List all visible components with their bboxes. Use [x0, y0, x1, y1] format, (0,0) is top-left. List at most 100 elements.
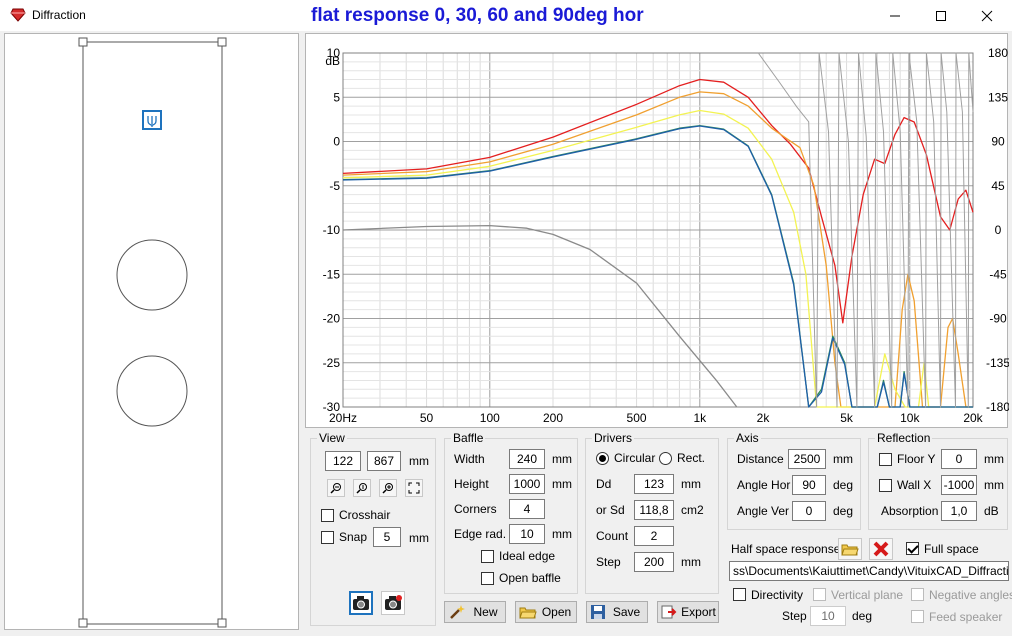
wall-input[interactable]: -1000 [941, 475, 977, 495]
negative-angles-label: Negative angles [929, 588, 1012, 602]
vertical-plane-label: Vertical plane [831, 588, 904, 602]
zoom-fit-button[interactable] [353, 479, 371, 497]
response-chart-panel[interactable]: 20Hz 50 100 200 500 1k 2k 5k 10k 20k 10 5 0 -5 -10 -15-… [305, 33, 1010, 428]
baffle-group-title: Baffle [451, 431, 486, 445]
floor-checkbox[interactable] [879, 453, 892, 466]
minimize-button[interactable] [872, 0, 918, 31]
fit-all-button[interactable] [405, 479, 423, 497]
x-tick-label: 1k [693, 411, 707, 425]
x-tick-label: 50 [420, 411, 434, 425]
driver-circle[interactable] [116, 355, 188, 427]
ideal-edge-checkbox[interactable] [481, 550, 494, 563]
magic-wand-icon [450, 605, 465, 619]
expand-icon [408, 482, 420, 494]
distance-input[interactable]: 2500 [788, 449, 826, 469]
negative-angles-checkbox[interactable] [911, 588, 924, 601]
resize-handle[interactable] [78, 37, 88, 47]
count-input[interactable]: 2 [634, 526, 674, 546]
rect-radio[interactable] [659, 452, 672, 465]
y2-tick-label: 90 [991, 135, 1005, 149]
baffle-outline [82, 41, 223, 625]
snap-checkbox[interactable] [321, 531, 334, 544]
window-title: Diffraction [32, 8, 86, 22]
zoom-out-icon [330, 483, 341, 494]
open-baffle-checkbox[interactable] [481, 572, 494, 585]
floor-input[interactable]: 0 [941, 449, 977, 469]
zoom-in-icon [382, 483, 393, 494]
maximize-button[interactable] [918, 0, 964, 31]
half-space-path-input[interactable]: ss\Documents\Kaiuttimet\Candy\VituixCAD_… [729, 561, 1009, 581]
dd-unit: mm [681, 477, 701, 491]
edge-radius-input[interactable]: 10 [509, 524, 545, 544]
y2-tick-label: -90 [989, 312, 1007, 326]
angle-ver-input[interactable]: 0 [792, 501, 826, 521]
zoom-out-button[interactable] [327, 479, 345, 497]
resize-handle[interactable] [217, 37, 227, 47]
folder-open-icon [841, 544, 859, 556]
dd-input[interactable]: 123 [634, 474, 674, 494]
circular-radio[interactable] [596, 452, 609, 465]
save-button[interactable]: Save [586, 601, 648, 623]
height-input[interactable]: 1000 [509, 474, 545, 494]
view-group: View 122 867 mm Crosshair Snap 5 mm [310, 431, 436, 626]
export-button[interactable]: Export [657, 601, 719, 623]
x-tick-label: 100 [480, 411, 500, 425]
camera-export-button[interactable] [381, 591, 405, 615]
absorption-input[interactable]: 1,0 [941, 501, 977, 521]
sd-label: or Sd [596, 503, 625, 517]
width-input[interactable]: 240 [509, 449, 545, 469]
baffle-drawing-canvas[interactable] [4, 33, 299, 630]
absorption-unit: dB [984, 504, 999, 518]
half-space-clear-button[interactable] [869, 538, 893, 560]
listener-mic-icon[interactable] [142, 110, 162, 130]
angle-ver-label: Angle Ver [737, 504, 790, 518]
baffle-drawing [78, 37, 227, 628]
crosshair-checkbox[interactable] [321, 509, 334, 522]
snap-unit-label: mm [409, 531, 429, 545]
count-label: Count [596, 529, 629, 543]
view-y-input[interactable]: 867 [367, 451, 401, 471]
camera-button[interactable] [349, 591, 373, 615]
minimize-icon [890, 15, 900, 16]
x-tick-label: 200 [543, 411, 563, 425]
red-x-icon [873, 541, 889, 557]
resize-handle[interactable] [78, 618, 88, 628]
directivity-checkbox[interactable] [733, 588, 746, 601]
camera-red-icon [385, 595, 402, 610]
open-button[interactable]: Open [515, 601, 577, 623]
drivers-group-title: Drivers [592, 431, 634, 445]
resize-handle[interactable] [217, 618, 227, 628]
driver-circle[interactable] [116, 239, 188, 311]
angle-hor-input[interactable]: 90 [792, 475, 826, 495]
y-tick-label: -15 [323, 267, 341, 281]
wall-unit: mm [984, 478, 1004, 492]
series-line [342, 78, 974, 324]
export-button-label: Export [681, 605, 716, 619]
directivity-step-input[interactable]: 10 [810, 606, 846, 626]
snap-input[interactable]: 5 [373, 527, 401, 547]
series-line [342, 125, 973, 408]
zoom-in-button[interactable] [379, 479, 397, 497]
title-bar: Diffraction flat response 0, 30, 60 and … [0, 0, 1012, 31]
half-space-open-button[interactable] [838, 538, 862, 560]
overlay-title: flat response 0, 30, 60 and 90deg hor [311, 5, 644, 26]
sd-input[interactable]: 118,8 [634, 500, 674, 520]
floppy-disk-icon [591, 605, 605, 619]
sd-unit: cm2 [681, 503, 704, 517]
full-space-checkbox[interactable] [906, 542, 919, 555]
wall-checkbox[interactable] [879, 479, 892, 492]
step-input[interactable]: 200 [634, 552, 674, 572]
close-button[interactable] [964, 0, 1010, 31]
y-tick-label: -20 [323, 312, 341, 326]
view-x-input[interactable]: 122 [325, 451, 361, 471]
reflection-group: Reflection Floor Y 0 mm Wall X -1000 mm … [868, 431, 1008, 530]
view-unit-label: mm [409, 454, 429, 468]
vertical-plane-checkbox[interactable] [813, 588, 826, 601]
new-button[interactable]: New [444, 601, 506, 623]
width-label: Width [454, 452, 485, 466]
corners-input[interactable]: 4 [509, 499, 545, 519]
distance-label: Distance [737, 452, 784, 466]
directivity-step-unit: deg [852, 609, 873, 623]
feed-speaker-checkbox[interactable] [911, 610, 924, 623]
y2-tick-label: 135 [988, 90, 1008, 104]
